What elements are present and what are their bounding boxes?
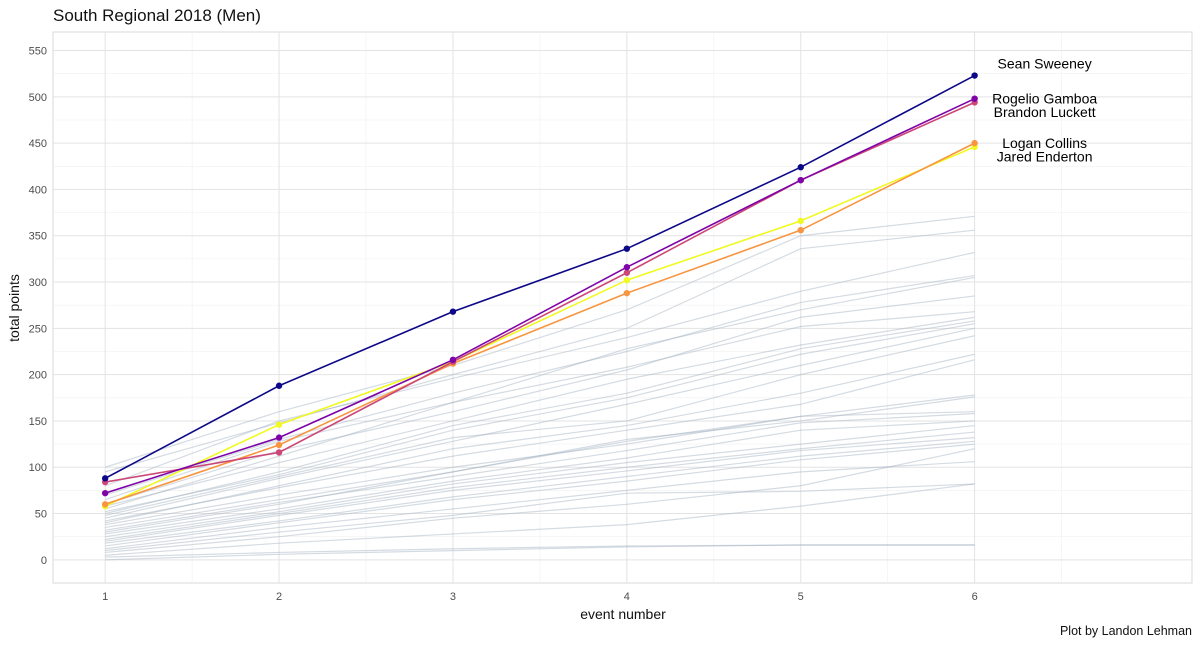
- data-point: [101, 489, 109, 497]
- series-line: [104, 97, 975, 494]
- y-axis-title: total points: [6, 274, 22, 342]
- data-point: [449, 308, 457, 315]
- y-tick-label: 100: [29, 462, 47, 474]
- x-tick-label: 4: [624, 591, 630, 603]
- x-tick-label: 3: [450, 591, 456, 603]
- data-point: [797, 176, 804, 184]
- background-series-line: [105, 353, 975, 524]
- background-series-line: [104, 215, 975, 468]
- data-point: [623, 245, 631, 252]
- background-series-line: [105, 316, 975, 507]
- series-label: Rogelio Gamboa: [992, 91, 1097, 107]
- y-tick-label: 250: [29, 323, 47, 335]
- background-series-line: [105, 320, 975, 515]
- y-tick-label: 300: [29, 277, 47, 289]
- data-point: [275, 441, 283, 449]
- y-tick-label: 550: [29, 46, 47, 58]
- x-tick-label: 1: [102, 591, 108, 603]
- data-point: [101, 501, 109, 508]
- background-series-line: [105, 323, 975, 513]
- y-tick-label: 400: [29, 184, 47, 196]
- background-series-line: [105, 431, 975, 541]
- background-series-line: [105, 483, 975, 552]
- series-line: [104, 74, 976, 480]
- data-point: [275, 382, 283, 389]
- background-series-line: [105, 461, 975, 550]
- data-point: [971, 95, 978, 102]
- series-label: Sean Sweeney: [998, 56, 1092, 72]
- y-tick-label: 350: [29, 231, 47, 243]
- data-point: [971, 139, 978, 147]
- background-series-line: [105, 544, 975, 558]
- x-axis-ticks: 1 2 3 4 5 6: [102, 591, 978, 603]
- background-series-line: [104, 295, 975, 505]
- background-series-line: [105, 229, 975, 473]
- background-series-line: [105, 437, 975, 542]
- background-series-line: [105, 440, 975, 544]
- background-series-line: [104, 311, 975, 510]
- data-point: [623, 264, 631, 271]
- background-series-line: [105, 448, 975, 554]
- data-point: [623, 289, 631, 297]
- data-point: [275, 449, 283, 456]
- y-tick-label: 450: [29, 138, 47, 150]
- series-label: Jared Enderton: [997, 149, 1093, 165]
- y-axis-ticks: 0 50 100 150 200 250 300 350 400 450 500 550: [29, 46, 47, 567]
- background-series-line: [105, 411, 975, 533]
- data-point: [101, 475, 109, 482]
- background-series-line: [105, 443, 975, 547]
- data-point: [797, 217, 804, 225]
- background-series-line: [105, 544, 975, 561]
- background-series-line: [105, 335, 975, 516]
- background-series-line: [105, 396, 975, 529]
- data-point: [275, 421, 283, 428]
- y-tick-label: 50: [35, 509, 47, 521]
- series-line: [104, 142, 975, 506]
- plot-panel: [52, 31, 1193, 584]
- y-tick-label: 150: [29, 416, 47, 428]
- series-label: Logan Collins: [1002, 135, 1087, 151]
- x-tick-label: 2: [276, 591, 282, 603]
- background-series-line: [105, 424, 975, 538]
- data-point: [623, 269, 631, 276]
- background-series-line: [105, 483, 975, 556]
- x-tick-label: 5: [798, 591, 804, 603]
- background-series-line: [105, 412, 975, 531]
- series-label: Brandon Luckett: [994, 104, 1096, 120]
- data-point: [971, 72, 978, 79]
- background-series-line: [104, 251, 975, 487]
- y-tick-label: 500: [29, 92, 47, 104]
- background-series-line: [105, 394, 975, 526]
- gridlines: [52, 31, 1193, 584]
- background-series-line: [104, 276, 975, 501]
- data-point: [449, 356, 457, 364]
- data-point: [623, 276, 631, 284]
- data-point: [797, 164, 804, 171]
- background-series-group: [104, 215, 975, 561]
- background-series-line: [104, 274, 975, 496]
- highlighted-series-group: [101, 72, 978, 510]
- background-series-line: [105, 359, 975, 522]
- x-axis-title: event number: [580, 606, 666, 622]
- y-tick-label: 0: [41, 555, 47, 567]
- x-tick-label: 6: [972, 591, 978, 603]
- chart-title: South Regional 2018 (Men): [53, 6, 261, 25]
- plot-caption: Plot by Landon Lehman: [1060, 624, 1192, 638]
- series-line: [104, 146, 975, 507]
- background-series-line: [105, 420, 975, 535]
- data-point: [797, 226, 804, 234]
- background-series-line: [105, 327, 975, 519]
- y-tick-label: 200: [29, 370, 47, 382]
- data-point: [275, 434, 283, 441]
